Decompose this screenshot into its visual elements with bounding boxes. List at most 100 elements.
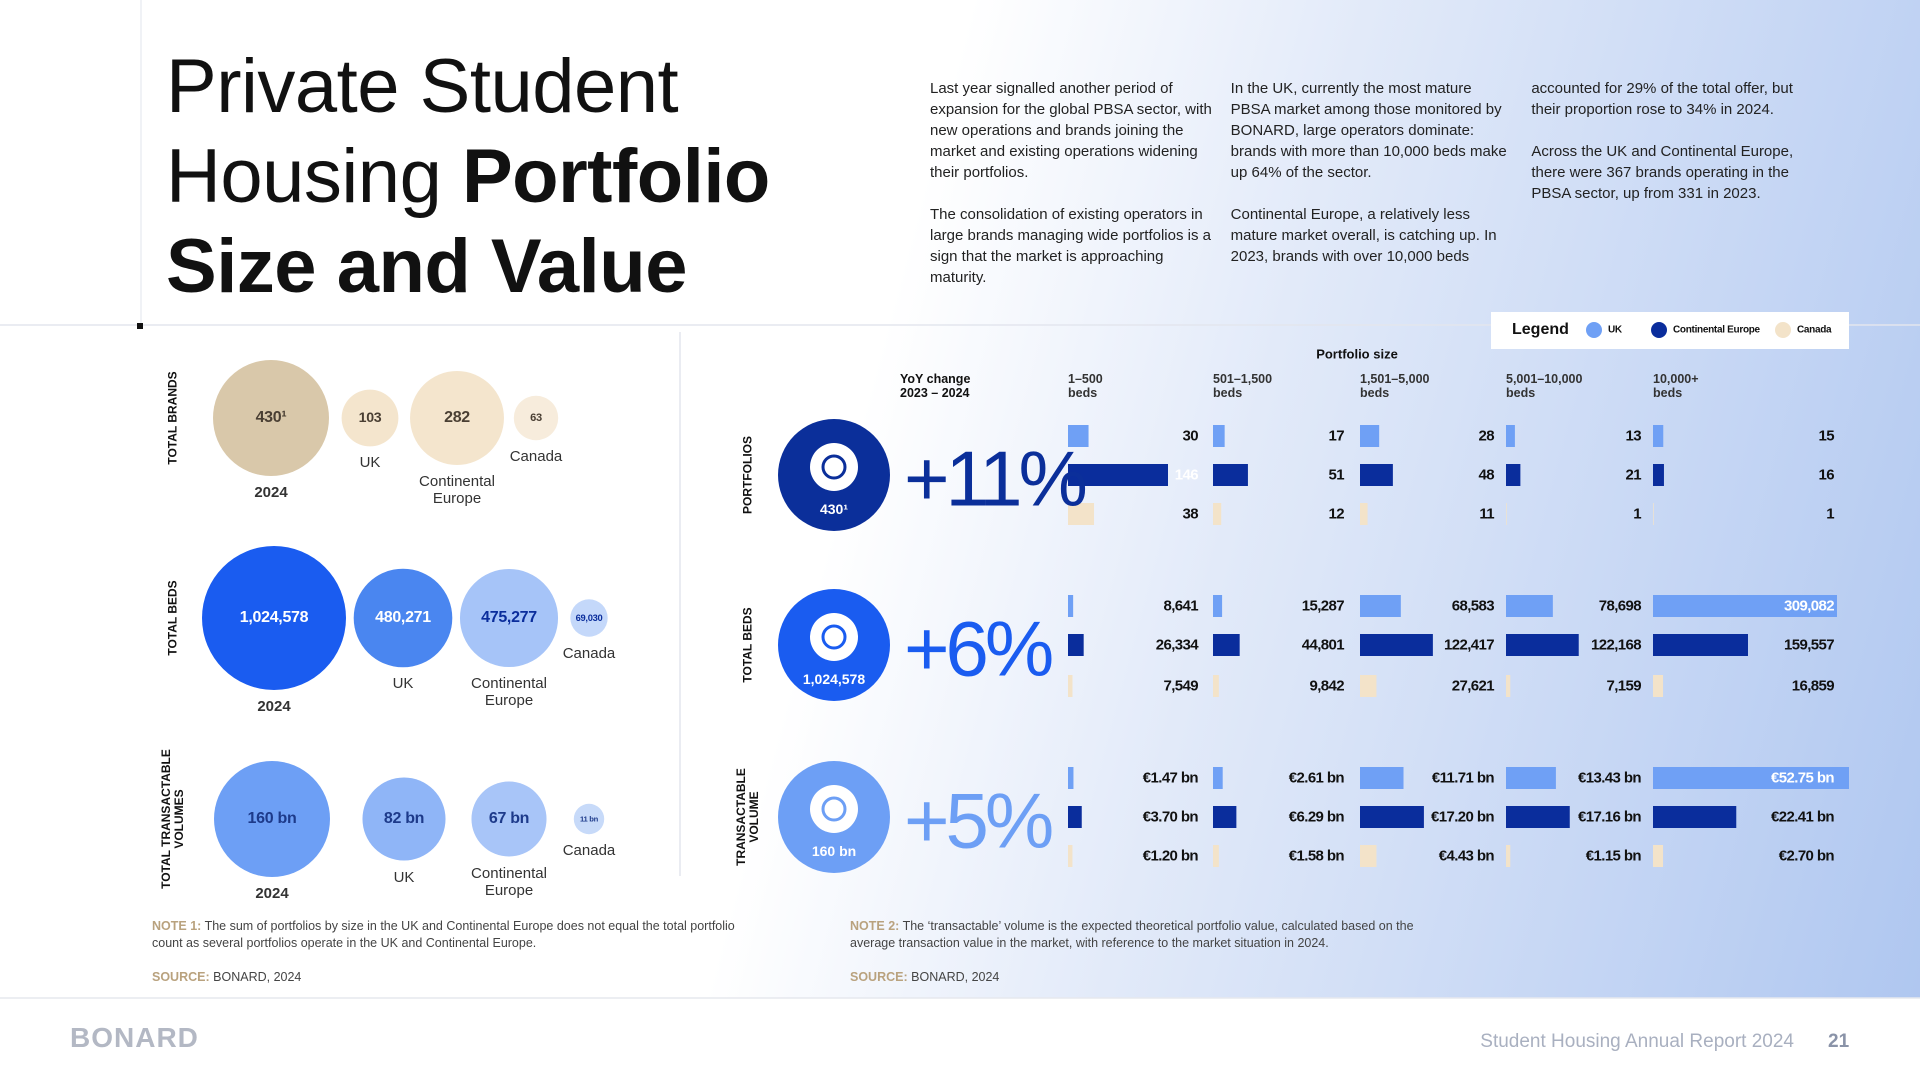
note: NOTE 2: The ‘transactable’ volume is the… — [850, 918, 1450, 952]
bar-value: 122,168 — [1590, 636, 1642, 654]
bar-value: 28 — [1478, 427, 1495, 445]
bar — [1506, 806, 1570, 828]
intro: Last year signalled another period of ex… — [930, 78, 1814, 298]
column-unit: beds — [1653, 386, 1683, 400]
bar-value: €17.20 bn — [1431, 808, 1495, 826]
bar — [1068, 595, 1074, 617]
source-label: SOURCE: — [152, 970, 210, 984]
axis-label: TOTAL TRANSACTABLE VOLUMES — [159, 749, 186, 889]
logo: BONARD — [70, 1022, 199, 1053]
note-label: NOTE 2: — [850, 919, 900, 933]
bar — [1360, 503, 1368, 525]
bar — [1653, 595, 1837, 617]
title-bold: Portfolio Size and Value — [166, 134, 770, 309]
yoy-label: YoY change — [900, 372, 971, 386]
bubble-name: Canada — [562, 842, 616, 860]
bubble-name: UK — [359, 454, 381, 472]
bubble-name: Continental Europe — [471, 864, 547, 899]
bubble — [213, 360, 329, 476]
axis-label: PORTFOLIOS — [740, 436, 755, 514]
bar-value: 16,859 — [1791, 677, 1835, 695]
bar — [1068, 767, 1074, 789]
title-regular: Private Student Housing — [166, 44, 679, 219]
bar — [1506, 634, 1579, 656]
bar-value: 16 — [1818, 466, 1835, 484]
bar-value: €13.43 bn — [1578, 769, 1642, 787]
bar — [1360, 595, 1401, 617]
column-range: 10,000+ — [1653, 372, 1699, 386]
yoy-change: +6% — [904, 604, 1054, 693]
bubble-name: Continental Europe — [419, 472, 495, 507]
badge-icon — [821, 454, 847, 480]
yoy-change: +11% — [904, 434, 1088, 523]
bar — [1068, 503, 1095, 525]
bar-value: 1 — [1826, 505, 1834, 523]
intro-paragraph: Continental Europe, a relatively less ma… — [1230, 80, 1793, 265]
section-title: Portfolio size — [1316, 346, 1398, 362]
bar — [1506, 464, 1521, 486]
note: NOTE 1: The sum of portfolios by size in… — [152, 918, 752, 952]
bar-value: 27,621 — [1451, 677, 1495, 695]
bubble-label: 430¹ — [255, 409, 287, 426]
bar-value: 68,583 — [1451, 597, 1495, 615]
left-panel — [0, 326, 680, 998]
badge-label: 160 bn — [811, 843, 857, 859]
bar — [1213, 425, 1225, 447]
bar — [1213, 767, 1223, 789]
bubble-label: 67 bn — [488, 810, 530, 827]
legend-swatch — [1586, 322, 1602, 338]
yoy-change: +5% — [904, 776, 1054, 865]
bar — [1213, 806, 1237, 828]
bar-value: 17 — [1328, 427, 1345, 445]
bar-value: 15 — [1818, 427, 1835, 445]
bar — [1068, 675, 1073, 697]
bubble-label: 480,271 — [375, 609, 431, 626]
bubble-name: Continental Europe — [471, 675, 547, 710]
bar — [1068, 845, 1073, 867]
bar — [1653, 425, 1664, 447]
badge-label: 430¹ — [819, 501, 849, 517]
bar — [1213, 675, 1219, 697]
bubble — [570, 599, 608, 637]
bar-value: 30 — [1182, 427, 1199, 445]
bar — [1506, 503, 1507, 525]
bar — [1506, 675, 1511, 697]
intro-paragraph: In the UK, currently the most mature PBS… — [1230, 80, 1507, 181]
bar-value: €6.29 bn — [1288, 808, 1345, 826]
bar — [1360, 675, 1377, 697]
bar-value: €2.70 bn — [1778, 847, 1835, 865]
column-unit: beds — [1068, 386, 1098, 400]
axis-label: TOTAL BRANDS — [165, 371, 180, 465]
note-label: NOTE 1: — [152, 919, 202, 933]
column-unit: beds — [1213, 386, 1243, 400]
legend-label: Canada — [1797, 324, 1832, 336]
bubble-name: 2024 — [254, 484, 288, 501]
bar — [1653, 464, 1664, 486]
bubble-label: 1,024,578 — [239, 609, 309, 626]
bar-value: 7,549 — [1163, 677, 1198, 695]
legend-swatch — [1775, 322, 1791, 338]
column-range: 1,501–5,000 — [1360, 372, 1430, 386]
bubble — [202, 546, 346, 690]
bubble-name: UK — [392, 675, 414, 693]
bar-value: 44,801 — [1301, 636, 1345, 654]
bar — [1360, 634, 1433, 656]
bar — [1360, 464, 1393, 486]
bubble-name: 2024 — [255, 885, 289, 902]
bubble — [362, 777, 446, 861]
badge-icon-bg — [810, 443, 858, 491]
intro-paragraph: Across the UK and Continental Europe, th… — [1531, 143, 1794, 202]
bubble-label: 11 bn — [580, 814, 598, 824]
bubble-label: 69,030 — [575, 613, 603, 623]
source-text: BONARD, 2024 — [911, 970, 1000, 984]
bar-value: 12 — [1328, 505, 1345, 523]
bar-value: 146 — [1174, 466, 1199, 484]
bubble-label: 103 — [358, 410, 382, 426]
yoy-period: 2023 – 2024 — [900, 386, 970, 400]
bar — [1653, 634, 1748, 656]
bar — [1653, 675, 1664, 697]
badge-icon — [821, 624, 847, 650]
bar-value: 11 — [1479, 505, 1494, 523]
bar — [1360, 767, 1404, 789]
bubble-label: 475,277 — [481, 609, 537, 626]
